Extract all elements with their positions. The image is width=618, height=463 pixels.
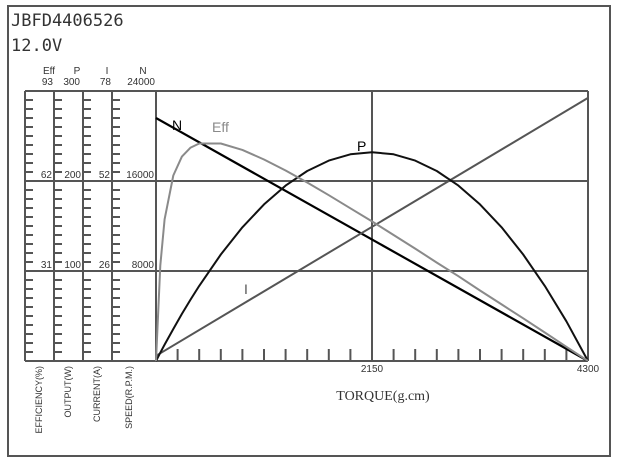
n-tick-label: 24000 bbox=[127, 77, 155, 88]
eff-axis-symbol: Eff bbox=[43, 66, 55, 77]
n-curve-label: N bbox=[172, 117, 182, 133]
eff-axis-label: EFFICIENCY(%) bbox=[34, 366, 44, 434]
eff-curve bbox=[155, 142, 589, 362]
x-axis-label: TORQUE(g.cm) bbox=[336, 389, 430, 404]
voltage-label: 12.0V bbox=[11, 36, 62, 56]
n-curve bbox=[155, 117, 589, 362]
x-tick-label-2150: 2150 bbox=[361, 364, 384, 375]
p-curve-label: P bbox=[357, 138, 366, 154]
x-tick-label-4300: 4300 bbox=[577, 364, 600, 375]
i-tick-label: 78 bbox=[100, 77, 112, 88]
p-tick-label: 200 bbox=[64, 170, 81, 181]
i-axis-label: CURRENT(A) bbox=[92, 366, 102, 422]
i-curve bbox=[155, 97, 589, 357]
p-axis-label: OUTPUT(W) bbox=[63, 366, 73, 418]
n-axis-label: SPEED(R.P.M.) bbox=[124, 366, 134, 429]
eff-tick-label: 93 bbox=[42, 77, 54, 88]
n-axis-symbol: N bbox=[139, 66, 146, 77]
frame-border bbox=[7, 5, 611, 457]
model-title: JBFD4406526 bbox=[11, 11, 124, 31]
i-axis-symbol: I bbox=[106, 66, 109, 77]
i-curve-label: I bbox=[244, 281, 248, 297]
p-tick-label: 300 bbox=[63, 77, 80, 88]
n-tick-label: 8000 bbox=[132, 260, 155, 271]
p-curve bbox=[155, 151, 589, 362]
n-tick-label: 16000 bbox=[126, 170, 154, 181]
i-tick-label: 52 bbox=[99, 170, 111, 181]
p-tick-label: 100 bbox=[64, 260, 81, 271]
eff-curve-label: Eff bbox=[212, 119, 229, 135]
eff-tick-label: 31 bbox=[41, 260, 53, 271]
eff-tick-label: 62 bbox=[41, 170, 53, 181]
i-tick-label: 26 bbox=[99, 260, 111, 271]
p-axis-symbol: P bbox=[74, 66, 81, 77]
